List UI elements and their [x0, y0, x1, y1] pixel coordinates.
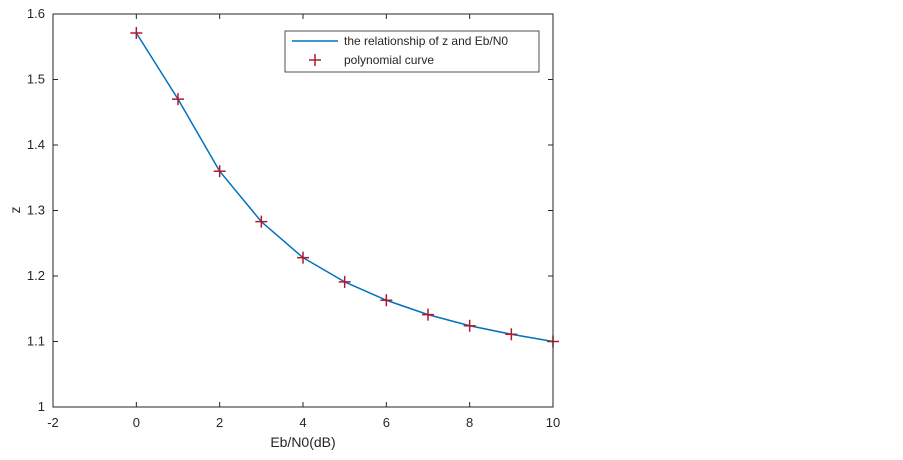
- plot-frame: [52, 13, 554, 408]
- x-tick-label: 4: [299, 415, 306, 430]
- y-tick-label: 1.5: [27, 72, 45, 87]
- x-axis-label: Eb/N0(dB): [270, 434, 335, 450]
- legend-label-markers: polynomial curve: [344, 53, 434, 67]
- x-tick-label: 10: [546, 415, 560, 430]
- legend: the relationship of z and Eb/N0 polynomi…: [284, 30, 540, 73]
- data-point-marker: [297, 251, 309, 264]
- x-tick-label: 8: [466, 415, 473, 430]
- data-point-marker: [130, 26, 143, 39]
- x-tick-label: 6: [383, 415, 390, 430]
- y-tick-label: 1: [38, 399, 45, 414]
- y-tick-labels: 1 1.1 1.2 1.3 1.4 1.5 1.6: [27, 6, 45, 414]
- data-point-marker: [213, 165, 226, 178]
- legend-marker-swatch: [309, 54, 321, 66]
- y-tick-label: 1.4: [27, 137, 45, 152]
- y-tick-label: 1.2: [27, 268, 45, 283]
- data-point-marker: [255, 215, 268, 228]
- y-tick-label: 1.3: [27, 203, 45, 218]
- x-tick-label: 0: [133, 415, 140, 430]
- data-point-marker: [505, 328, 518, 341]
- legend-box: [284, 30, 540, 73]
- x-tick-label: -2: [47, 415, 59, 430]
- plot-area: [53, 14, 553, 407]
- y-tick-label: 1.1: [27, 334, 45, 349]
- data-point-marker: [463, 319, 476, 332]
- y-axis-label: z: [7, 207, 23, 214]
- x-tick-labels: -2 0 2 4 6 8 10: [47, 415, 560, 430]
- x-tick-label: 2: [216, 415, 223, 430]
- y-tick-label: 1.6: [27, 6, 45, 21]
- data-point-marker: [172, 93, 184, 106]
- data-point-marker: [380, 294, 393, 307]
- data-point-marker: [422, 308, 434, 321]
- data-point-marker: [338, 275, 351, 288]
- legend-label-line: the relationship of z and Eb/N0: [344, 34, 508, 48]
